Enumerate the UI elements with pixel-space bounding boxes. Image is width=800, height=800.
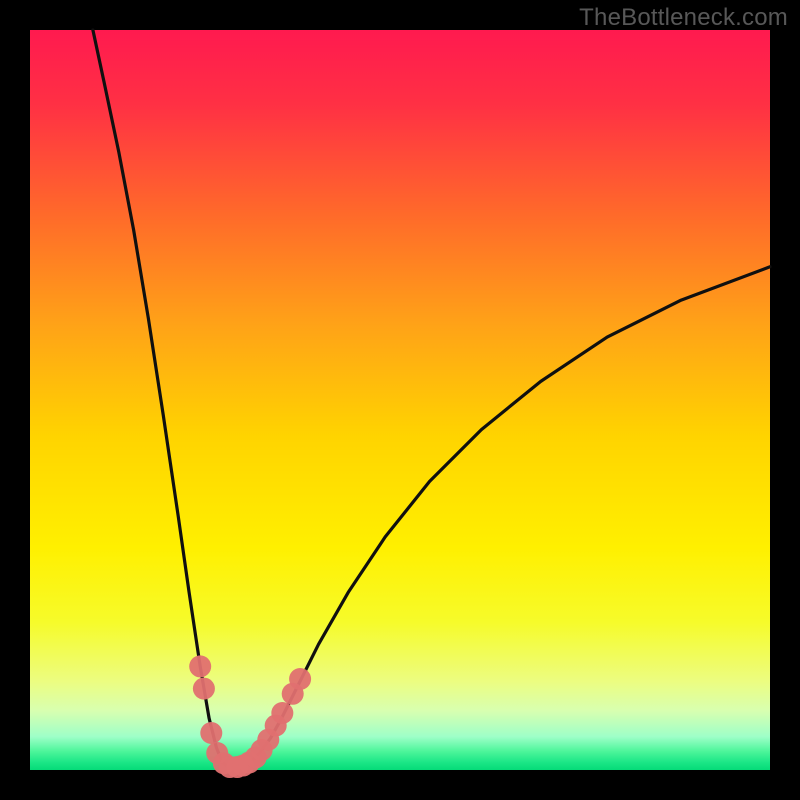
watermark-text: TheBottleneck.com (579, 4, 788, 32)
curve-marker (271, 702, 293, 724)
curve-marker (193, 678, 215, 700)
curve-marker (289, 668, 311, 690)
plot-background (30, 30, 770, 770)
bottleneck-curve-chart (0, 0, 800, 800)
curve-marker (189, 655, 211, 677)
chart-container: TheBottleneck.com (0, 0, 800, 800)
curve-marker (200, 722, 222, 744)
